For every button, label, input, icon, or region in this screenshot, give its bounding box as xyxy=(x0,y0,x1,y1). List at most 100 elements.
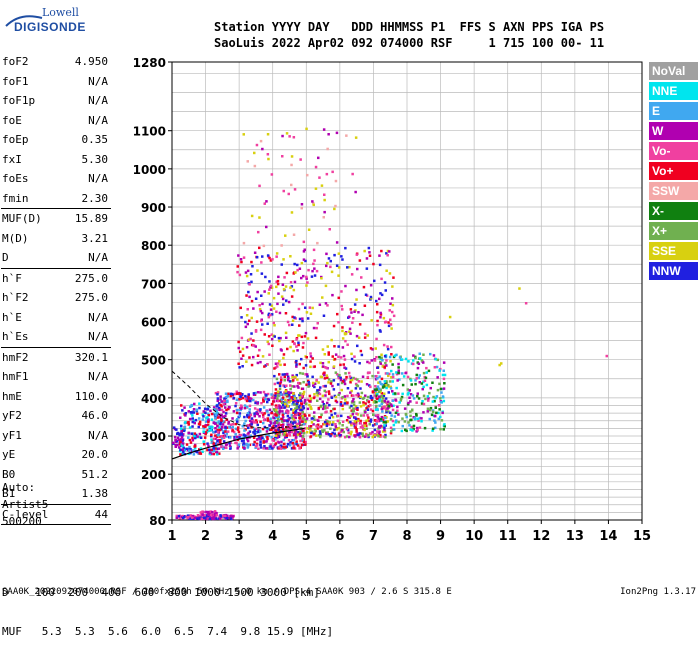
echo-point xyxy=(239,350,242,353)
echo-point xyxy=(290,423,293,426)
echo-point xyxy=(381,410,384,413)
echo-point xyxy=(391,380,394,383)
echo-point xyxy=(500,362,503,365)
auto-artist: Artist5 xyxy=(2,498,49,511)
echo-point xyxy=(421,399,424,403)
echo-point xyxy=(283,373,287,376)
echo-point xyxy=(334,423,337,426)
echo-point xyxy=(278,339,281,343)
echo-point xyxy=(321,429,324,432)
echo-point xyxy=(275,429,278,432)
echo-point xyxy=(181,444,184,448)
echo-point xyxy=(372,262,375,266)
echo-point xyxy=(383,426,386,429)
echo-point xyxy=(358,435,361,438)
echo-point xyxy=(282,258,285,261)
echo-point xyxy=(267,292,270,295)
echo-point xyxy=(390,345,393,349)
echo-point xyxy=(246,405,249,409)
echo-point xyxy=(253,251,257,254)
echo-point xyxy=(350,389,353,393)
echo-point xyxy=(434,426,437,430)
echo-point xyxy=(248,283,251,286)
echo-point xyxy=(306,375,309,378)
echo-point xyxy=(400,395,404,399)
echo-point xyxy=(261,427,265,431)
echo-point xyxy=(261,302,264,306)
echo-point xyxy=(375,404,378,408)
echo-point xyxy=(335,131,339,135)
echo-point xyxy=(352,376,355,380)
echo-point xyxy=(294,416,297,420)
echo-point xyxy=(221,423,225,426)
echo-point xyxy=(290,285,294,288)
echo-point xyxy=(289,387,292,391)
echo-point xyxy=(313,411,316,414)
echo-point xyxy=(288,444,292,447)
echo-point xyxy=(310,275,314,278)
echo-point xyxy=(431,381,434,384)
echo-point xyxy=(328,228,331,231)
echo-point xyxy=(190,432,193,435)
echo-point xyxy=(283,375,286,379)
echo-point xyxy=(198,514,201,518)
echo-point xyxy=(309,365,312,369)
echo-point xyxy=(439,415,442,419)
echo-point xyxy=(273,382,277,386)
echo-point xyxy=(280,263,283,266)
echo-point xyxy=(252,420,256,424)
echo-point xyxy=(291,402,294,406)
echo-point xyxy=(267,398,271,402)
echo-point xyxy=(299,420,302,423)
echo-point xyxy=(286,442,290,446)
echo-point xyxy=(376,407,379,411)
echo-point xyxy=(207,444,210,448)
echo-point xyxy=(389,417,393,421)
echo-point xyxy=(249,399,252,403)
echo-point xyxy=(426,407,430,410)
echo-point xyxy=(210,438,213,441)
echo-point xyxy=(338,422,341,425)
echo-point xyxy=(271,344,274,347)
echo-point xyxy=(379,316,382,319)
echo-point xyxy=(276,417,280,421)
echo-point xyxy=(252,355,255,359)
echo-point xyxy=(314,429,317,433)
echo-point xyxy=(228,436,232,439)
echo-point xyxy=(367,434,370,437)
echo-point xyxy=(273,335,276,338)
echo-point xyxy=(305,402,308,405)
echo-point xyxy=(359,421,362,425)
echo-point xyxy=(385,252,388,255)
echo-point xyxy=(285,434,288,437)
echo-point xyxy=(216,397,220,400)
param-row: foE N/A xyxy=(0,111,112,131)
param-name: foEs xyxy=(2,172,29,185)
echo-point xyxy=(298,267,302,270)
echo-point xyxy=(224,430,227,433)
echo-point xyxy=(296,427,299,430)
echo-point xyxy=(407,421,410,424)
param-separator xyxy=(1,503,111,505)
echo-point xyxy=(442,387,446,390)
echo-point xyxy=(313,393,316,396)
echo-point xyxy=(296,399,300,403)
echo-point xyxy=(332,324,336,328)
echo-point xyxy=(331,431,334,435)
echo-point xyxy=(406,388,409,391)
echo-point xyxy=(346,266,349,269)
echo-point xyxy=(325,422,329,426)
echo-point xyxy=(256,402,259,405)
echo-point xyxy=(376,388,379,391)
echo-point xyxy=(333,345,336,348)
auto-label: Auto: xyxy=(2,481,36,494)
echo-point xyxy=(295,436,298,439)
echo-point xyxy=(311,306,314,310)
echo-point xyxy=(339,376,342,380)
echo-point xyxy=(313,274,317,277)
echo-point xyxy=(373,394,377,397)
echo-point xyxy=(284,285,288,288)
echo-point xyxy=(306,337,310,340)
echo-point xyxy=(214,434,217,437)
echo-point xyxy=(283,406,286,409)
